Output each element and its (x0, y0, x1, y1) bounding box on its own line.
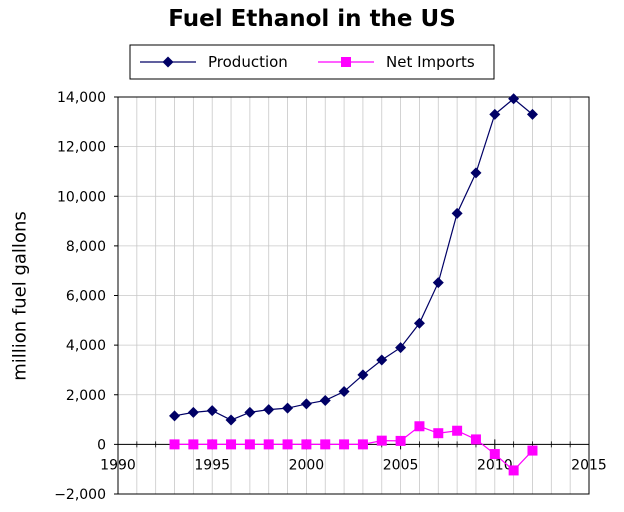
x-tick-label: 1990 (100, 457, 136, 473)
x-tick-label: 2005 (383, 457, 419, 473)
data-point-square (169, 439, 180, 450)
data-point-diamond (376, 354, 388, 366)
data-point-square (357, 439, 368, 450)
data-point-diamond (508, 93, 520, 105)
data-point-diamond (489, 108, 501, 120)
data-point-diamond (282, 402, 294, 414)
data-point-square (489, 449, 500, 460)
data-point-diamond (187, 406, 199, 418)
y-tick-label: 4,000 (66, 338, 106, 354)
y-tick-label: −2,000 (54, 487, 106, 503)
data-point-square (244, 439, 255, 450)
data-point-diamond (338, 386, 350, 398)
data-point-diamond (169, 410, 181, 422)
y-tick-label: 6,000 (66, 289, 106, 305)
data-point-diamond (395, 342, 407, 354)
x-tick-label: 1995 (194, 457, 230, 473)
legend-marker (341, 57, 351, 67)
data-point-diamond (244, 406, 256, 418)
data-point-diamond (432, 277, 444, 289)
tick-labels: 1990 1995 2000 2005 2010 2015−2,00002,0004,00… (54, 90, 607, 503)
data-point-square (508, 465, 519, 476)
legend-label: Production (208, 53, 288, 71)
data-point-diamond (319, 394, 331, 406)
grid-lines (118, 97, 589, 494)
data-point-diamond (470, 167, 482, 179)
data-point-square (207, 439, 218, 450)
data-point-square (452, 425, 463, 436)
data-point-diamond (357, 369, 369, 381)
y-axis-label: million fuel gallons (9, 211, 31, 381)
x-tick-label: 2015 (571, 457, 607, 473)
data-point-square (433, 428, 444, 439)
chart-title: Fuel Ethanol in the US (168, 6, 456, 32)
legend: Production Net Imports (129, 44, 495, 80)
y-tick-label: 2,000 (66, 388, 106, 404)
data-point-diamond (263, 404, 275, 416)
data-point-square (301, 439, 312, 450)
y-tick-label: 0 (97, 437, 106, 453)
data-point-square (527, 445, 538, 456)
y-tick-label: 14,000 (57, 90, 106, 106)
data-point-square (376, 435, 387, 446)
data-point-diamond (225, 414, 237, 426)
data-point-square (282, 439, 293, 450)
data-point-diamond (526, 108, 538, 120)
y-tick-label: 10,000 (57, 189, 106, 205)
data-point-square (263, 439, 274, 450)
data-point-diamond (451, 207, 463, 219)
y-tick-label: 12,000 (57, 140, 106, 156)
data-point-diamond (300, 398, 312, 410)
legend-marker (162, 56, 174, 68)
legend-label: Net Imports (386, 53, 475, 71)
series-net-imports (169, 421, 538, 476)
data-point-diamond (206, 405, 218, 417)
data-point-square (226, 439, 237, 450)
x-tick-label: 2000 (289, 457, 325, 473)
data-point-square (188, 439, 199, 450)
y-tick-label: 8,000 (66, 239, 106, 255)
data-point-square (470, 434, 481, 445)
data-point-square (414, 421, 425, 432)
data-point-diamond (413, 317, 425, 329)
data-point-square (339, 439, 350, 450)
series-production (169, 93, 538, 426)
data-point-square (395, 435, 406, 446)
data-point-square (320, 439, 331, 450)
data-series (169, 93, 538, 476)
